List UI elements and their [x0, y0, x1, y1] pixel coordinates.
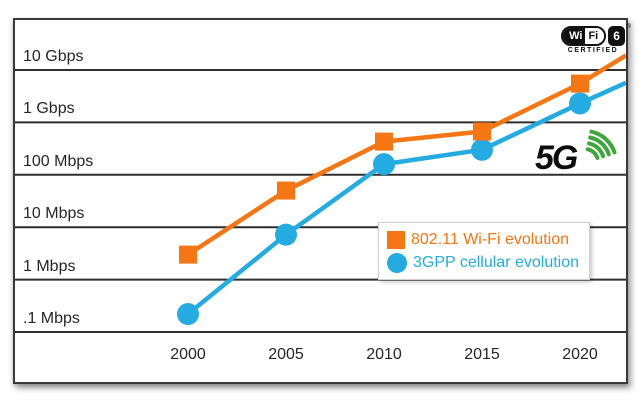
legend-label-wifi: 802.11 Wi-Fi evolution [411, 230, 569, 248]
signal-arc-icon [588, 135, 611, 157]
wifi-data-point [571, 74, 589, 93]
cellular-data-point [275, 223, 297, 246]
fiveg-badge: 5G [533, 120, 627, 177]
wifi-wi-text: Wi [563, 28, 586, 44]
legend-item-cellular: 3GPP cellular evolution [387, 252, 581, 273]
registered-mark: ® [626, 24, 631, 30]
x-axis-label: 2000 [170, 346, 206, 363]
signal-arc-icon [589, 129, 617, 155]
cellular-circle-swatch [387, 252, 407, 273]
wifi6-certified-text: CERTIFIED [567, 47, 619, 54]
wifi6-six-box: 6 [608, 26, 625, 46]
y-axis-label: 10 Mbps [23, 205, 85, 223]
y-axis-label: 100 Mbps [23, 152, 94, 170]
plot-area [15, 53, 626, 333]
chart-frame: .1 Mbps 1 Mbps 10 Mbps 100 Mbps 1 Gbps 10 Gbp… [13, 18, 631, 384]
y-axis-label: 10 Gbps [23, 48, 84, 65]
wifi-data-point [277, 181, 295, 200]
legend-label-cellular: 3GPP cellular evolution [413, 253, 580, 271]
wifi-fi-text: Fi [585, 28, 605, 44]
wifi-data-point [179, 245, 197, 264]
cellular-data-point [177, 303, 199, 326]
y-axis-label: .1 Mbps [23, 310, 80, 327]
x-axis-label: 2010 [366, 346, 402, 363]
wifi-data-point [375, 132, 393, 151]
x-axis-label: 2015 [464, 346, 500, 363]
legend-item-wifi: 802.11 Wi-Fi evolution [387, 230, 581, 250]
y-axis-label: 1 Mbps [23, 257, 76, 275]
cellular-data-point [373, 153, 395, 176]
y-axis-label: 1 Gbps [23, 100, 75, 118]
signal-arc-icon [587, 141, 606, 159]
cellular-data-point [471, 138, 493, 161]
wifi-pill-icon: Wi Fi [561, 26, 607, 46]
fiveg-logo-icon: 5G [535, 129, 617, 177]
svg-text:5G: 5G [535, 139, 578, 176]
x-axis-label: 2005 [268, 346, 304, 363]
wifi6-certified-badge: Wi Fi 6 ® CERTIFIED [549, 24, 637, 54]
wifi-data-point [473, 122, 491, 141]
cellular-data-point [569, 92, 591, 115]
legend: 802.11 Wi-Fi evolution 3GPP cellular evo… [378, 222, 590, 280]
signal-arc-icon [585, 147, 600, 160]
wifi-square-swatch [387, 230, 405, 249]
wifi6-logo: Wi Fi 6 ® [561, 24, 631, 46]
x-axis-label: 2020 [562, 346, 598, 363]
